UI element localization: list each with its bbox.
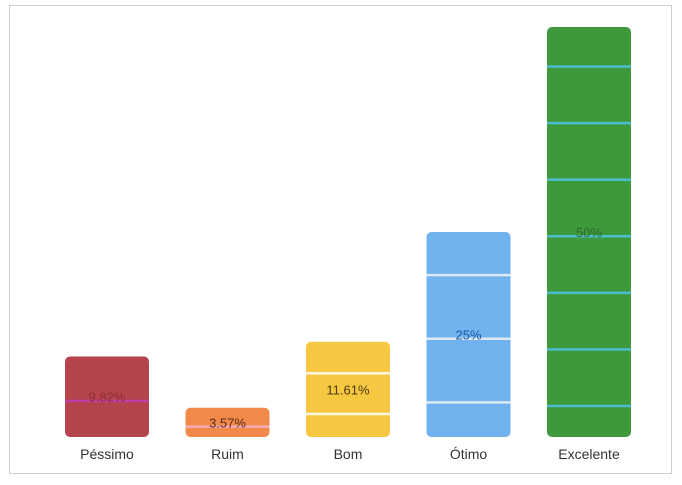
value-label-4: 50% (576, 225, 602, 240)
category-label-0: Péssimo (80, 446, 134, 462)
bar-stripe-4-1 (547, 121, 631, 125)
value-label-0: 9.82% (89, 390, 126, 405)
bar-chart: 9.82% Péssimo 3.57% Ruim 11.61% Bom 25% Ótimo 50… (65, 27, 631, 462)
bar-stripe-3-1 (426, 337, 511, 340)
bar-group-3: 25% Ótimo (426, 232, 511, 462)
bar-1[interactable] (185, 407, 270, 437)
bar-3[interactable] (426, 232, 511, 437)
value-label-2: 11.61% (326, 382, 370, 397)
bar-stripe-4-6 (547, 404, 631, 408)
bar-group-1: 3.57% Ruim (185, 407, 270, 462)
chart-frame: 9.82% Péssimo 3.57% Ruim 11.61% Bom 25% Ótimo 50… (9, 5, 672, 474)
value-label-1: 3.57% (209, 415, 246, 430)
bar-stripe-2-0 (306, 372, 390, 375)
bar-stripe-4-0 (547, 65, 631, 68)
category-label-4: Excelente (558, 446, 620, 462)
bar-stripe-1-0 (185, 425, 270, 428)
bar-stripe-2-1 (306, 412, 390, 416)
bar-stripe-0-0 (65, 399, 149, 403)
category-label-2: Bom (334, 446, 363, 462)
bar-group-2: 11.61% Bom (306, 341, 390, 462)
bar-group-0: 9.82% Péssimo (65, 356, 149, 462)
bar-4[interactable] (547, 27, 631, 437)
bar-stripe-4-5 (547, 348, 631, 351)
bar-stripe-3-0 (426, 273, 511, 277)
bar-stripe-3-2 (426, 401, 511, 404)
bar-group-4: 50% Excelente (547, 27, 631, 462)
value-label-3: 25% (455, 328, 481, 343)
bar-stripe-4-3 (547, 235, 631, 238)
bar-0[interactable] (65, 356, 149, 437)
category-label-3: Ótimo (450, 446, 488, 462)
bar-stripe-4-4 (547, 291, 631, 295)
category-label-1: Ruim (211, 446, 244, 462)
bar-stripe-4-2 (547, 178, 631, 181)
